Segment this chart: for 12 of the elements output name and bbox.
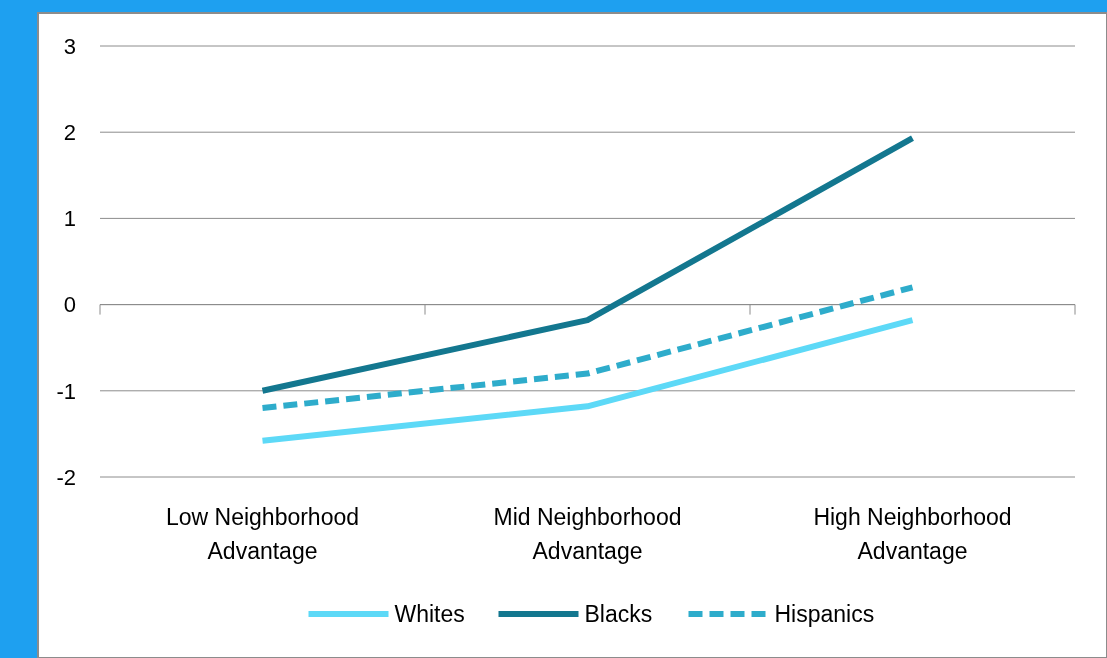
x-tick-label: Mid Neighborhood Advantage <box>493 504 682 564</box>
y-tick-label: 2 <box>63 119 76 145</box>
y-tick-label: -2 <box>56 464 76 490</box>
x-tick-label: High Neighborhood Advantage <box>813 504 1012 564</box>
y-tick-label: 3 <box>63 33 76 59</box>
y-tick-label: 0 <box>63 292 76 318</box>
legend-label: Hispanics <box>774 601 875 628</box>
legend-label: Whites <box>394 601 465 628</box>
y-tick-label: -1 <box>56 378 76 404</box>
legend-label: Blacks <box>584 601 653 628</box>
y-tick-label: 1 <box>63 206 76 232</box>
x-tick-label: Low Neighborhood Advantage <box>165 504 360 564</box>
